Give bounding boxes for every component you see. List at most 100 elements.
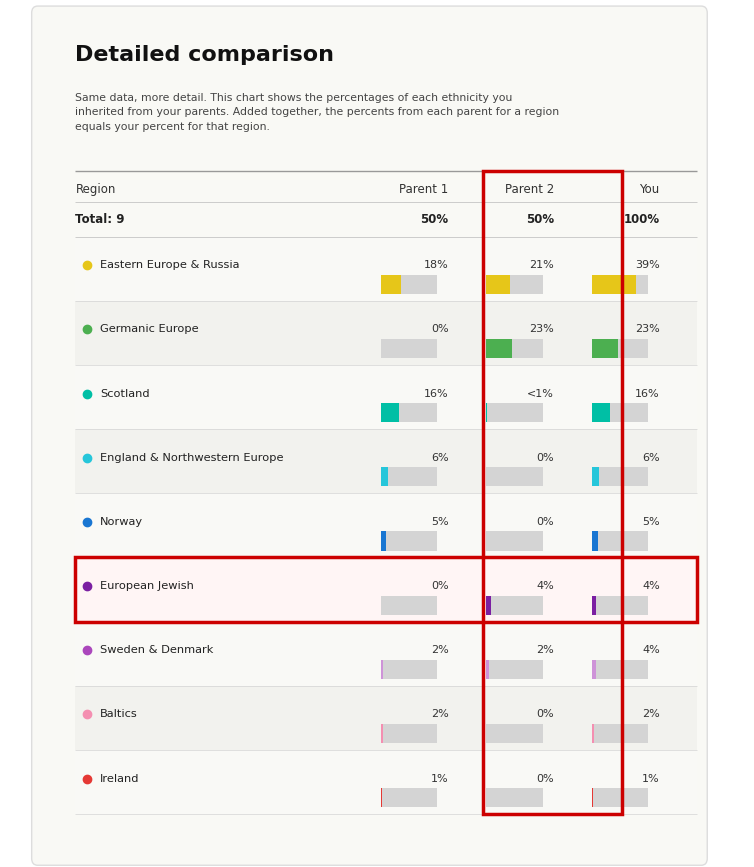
Text: Detailed comparison: Detailed comparison — [75, 45, 335, 65]
Text: 50%: 50% — [526, 213, 554, 225]
Bar — [592, 660, 648, 679]
Bar — [592, 788, 593, 807]
Bar — [592, 403, 610, 422]
Text: 2%: 2% — [536, 645, 554, 655]
Bar — [486, 403, 487, 422]
Bar — [381, 724, 437, 743]
Text: 5%: 5% — [642, 517, 660, 527]
Text: England & Northwestern Europe: England & Northwestern Europe — [100, 453, 284, 463]
Bar — [75, 750, 697, 814]
Text: 0%: 0% — [537, 453, 554, 463]
Text: 39%: 39% — [635, 260, 660, 271]
Text: 50%: 50% — [421, 213, 449, 225]
Bar — [592, 724, 594, 743]
Bar — [592, 467, 599, 486]
Bar — [381, 275, 437, 294]
Text: Germanic Europe: Germanic Europe — [100, 324, 199, 335]
Text: 21%: 21% — [529, 260, 554, 271]
Bar — [592, 596, 648, 615]
Text: 6%: 6% — [642, 453, 660, 463]
Bar — [75, 365, 697, 429]
Bar — [381, 403, 437, 422]
Text: 100%: 100% — [624, 213, 660, 225]
Bar — [592, 531, 648, 551]
Bar — [592, 531, 597, 551]
Bar — [592, 596, 596, 615]
Text: 0%: 0% — [431, 324, 449, 335]
Bar — [381, 275, 401, 294]
Bar — [75, 686, 697, 750]
Bar — [486, 339, 543, 358]
Text: Ireland: Ireland — [100, 773, 139, 784]
Bar — [486, 467, 543, 486]
Bar — [75, 301, 697, 365]
Bar — [486, 660, 543, 679]
Text: Total: 9: Total: 9 — [75, 213, 125, 225]
Bar — [75, 622, 697, 686]
Text: 4%: 4% — [536, 581, 554, 591]
Text: Sweden & Denmark: Sweden & Denmark — [100, 645, 213, 655]
Text: 2%: 2% — [431, 709, 449, 720]
Bar — [75, 429, 697, 493]
Text: 4%: 4% — [642, 645, 660, 655]
Text: Scotland: Scotland — [100, 388, 150, 399]
Bar — [381, 531, 386, 551]
Text: Parent 2: Parent 2 — [505, 183, 554, 195]
Bar — [75, 237, 697, 301]
Text: 0%: 0% — [537, 517, 554, 527]
Bar — [381, 403, 399, 422]
Bar — [592, 403, 648, 422]
Bar — [486, 275, 510, 294]
Text: Eastern Europe & Russia: Eastern Europe & Russia — [100, 260, 240, 271]
Bar — [486, 531, 543, 551]
Text: 4%: 4% — [642, 581, 660, 591]
Bar — [381, 467, 437, 486]
Text: You: You — [639, 183, 660, 195]
Bar — [592, 275, 648, 294]
Text: 23%: 23% — [635, 324, 660, 335]
Bar — [486, 724, 543, 743]
Bar — [381, 339, 437, 358]
Bar — [381, 596, 437, 615]
Text: 0%: 0% — [431, 581, 449, 591]
Bar — [592, 339, 648, 358]
Bar — [381, 788, 437, 807]
Bar — [75, 557, 697, 622]
Text: 5%: 5% — [431, 517, 449, 527]
Bar — [381, 531, 437, 551]
Text: Same data, more detail. This chart shows the percentages of each ethnicity you
i: Same data, more detail. This chart shows… — [75, 93, 559, 132]
Bar — [381, 788, 382, 807]
Bar — [486, 660, 489, 679]
Bar — [75, 557, 697, 622]
Text: 1%: 1% — [642, 773, 660, 784]
Text: <1%: <1% — [527, 388, 554, 399]
Bar — [486, 275, 543, 294]
Bar — [486, 403, 543, 422]
Text: 23%: 23% — [529, 324, 554, 335]
Text: 6%: 6% — [431, 453, 449, 463]
Bar — [486, 339, 513, 358]
Text: 0%: 0% — [537, 709, 554, 720]
Text: European Jewish: European Jewish — [100, 581, 195, 591]
Text: 18%: 18% — [424, 260, 449, 271]
Text: Norway: Norway — [100, 517, 143, 527]
Bar — [592, 467, 648, 486]
Bar — [483, 171, 622, 814]
FancyBboxPatch shape — [32, 6, 707, 865]
Bar — [381, 660, 383, 679]
Text: 2%: 2% — [431, 645, 449, 655]
Text: Baltics: Baltics — [100, 709, 138, 720]
Bar — [592, 339, 618, 358]
Text: 2%: 2% — [642, 709, 660, 720]
Bar — [592, 724, 648, 743]
Bar — [75, 493, 697, 557]
Bar — [486, 596, 543, 615]
Bar — [486, 788, 543, 807]
Text: 16%: 16% — [635, 388, 660, 399]
Bar — [75, 557, 697, 622]
Text: Parent 1: Parent 1 — [400, 183, 449, 195]
Bar — [486, 596, 491, 615]
Text: 16%: 16% — [424, 388, 449, 399]
Bar — [592, 660, 596, 679]
Text: 1%: 1% — [431, 773, 449, 784]
